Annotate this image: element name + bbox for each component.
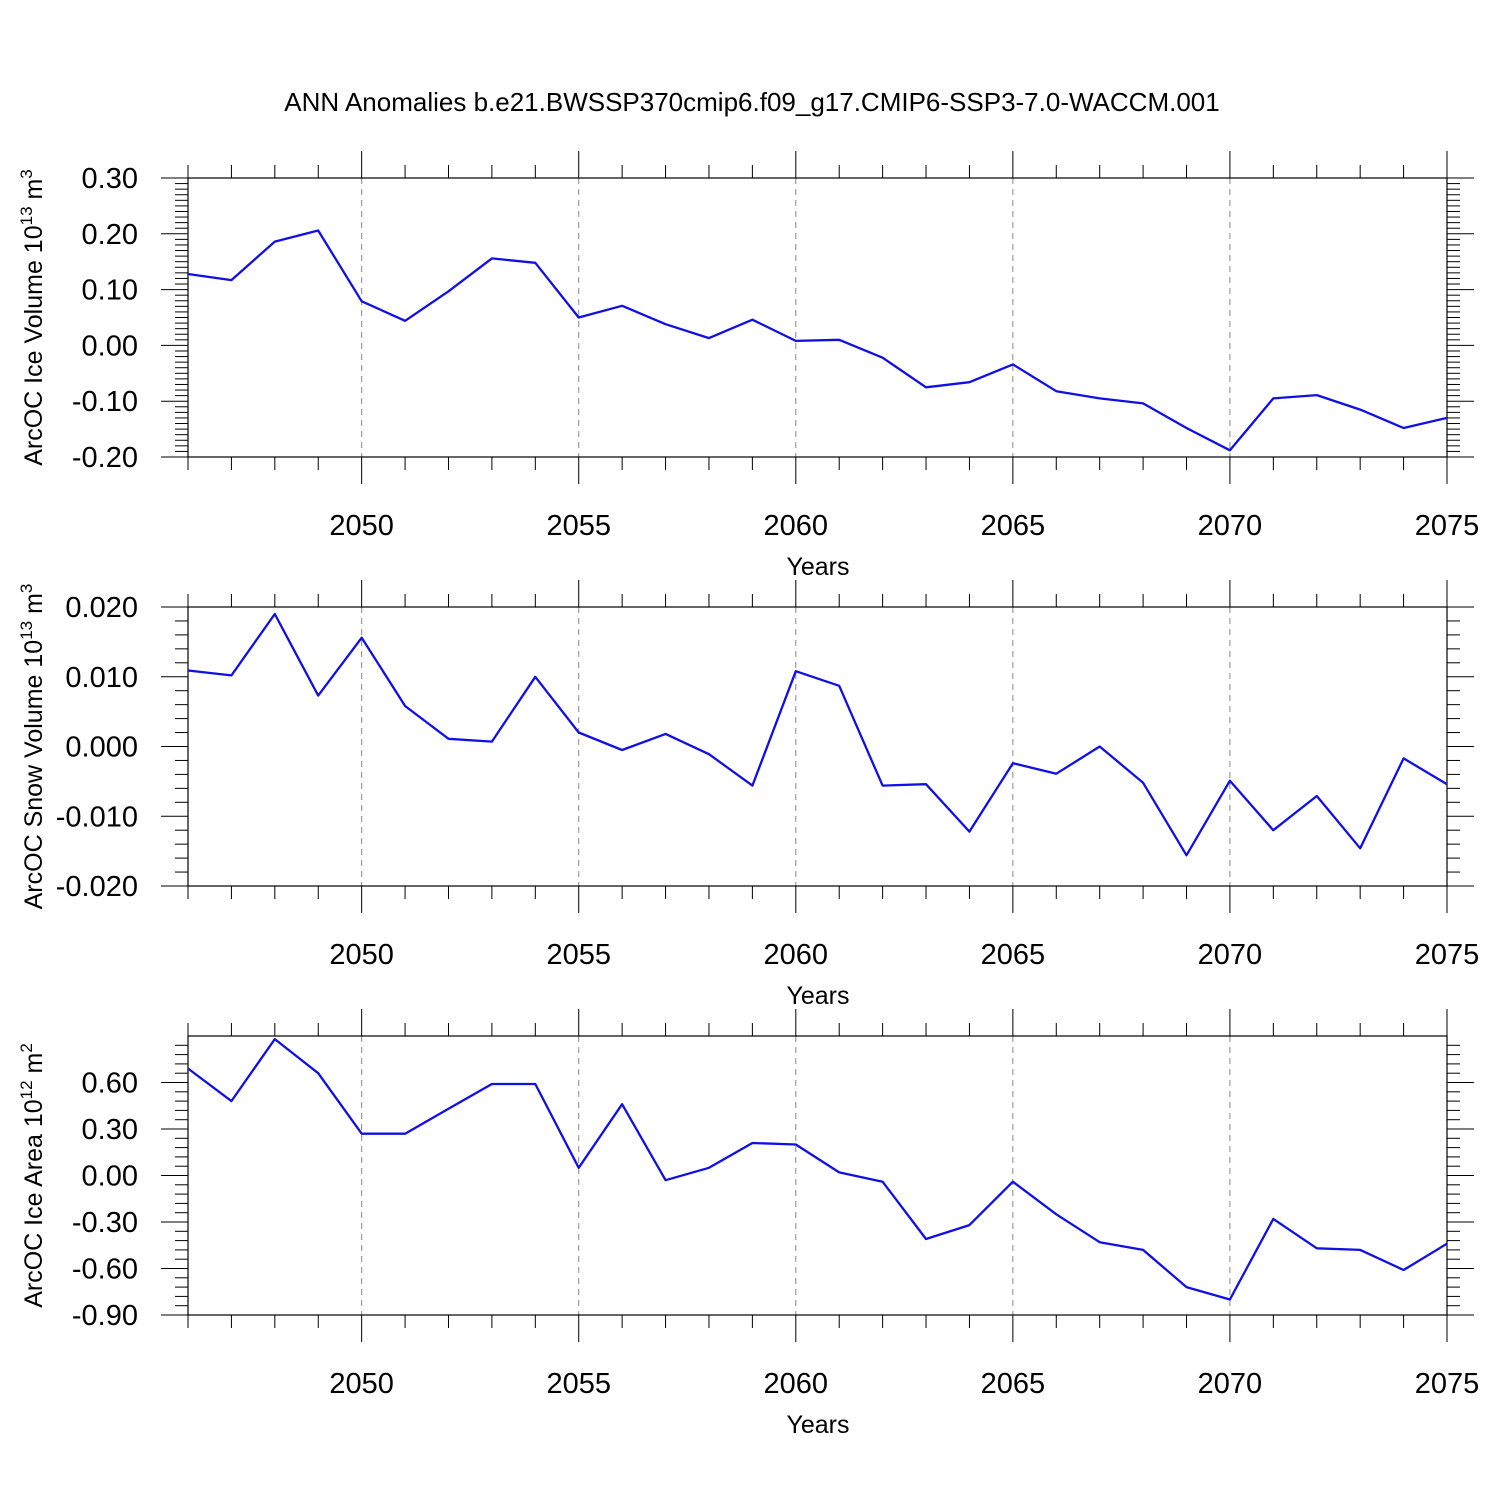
y-axis-label-exponent: 13 [17, 206, 36, 225]
y-axis-label-unit: m [20, 593, 48, 621]
y-tick-label: 0.020 [65, 592, 138, 624]
plot-frame [187, 606, 1448, 887]
x-tick-label: 2050 [329, 510, 394, 542]
x-tick-label: 2065 [981, 510, 1046, 542]
chart-title: ANN Anomalies b.e21.BWSSP370cmip6.f09_g1… [284, 87, 1219, 117]
series-line [187, 612, 1448, 857]
x-tick-label: 2060 [764, 510, 829, 542]
x-tick-label: 2065 [981, 1368, 1046, 1400]
x-tick-label: 2070 [1198, 1368, 1263, 1400]
y-tick-label: 0.20 [82, 219, 138, 251]
x-tick-label: 2060 [764, 1368, 829, 1400]
y-tick-label: -0.20 [72, 442, 138, 474]
plot-frame [187, 1035, 1448, 1316]
x-tick-label: 2060 [764, 939, 829, 971]
y-axis-label-unit-exponent: 2 [17, 1043, 36, 1052]
y-axis-label: ArcOC Snow Volume 1013 m3 [17, 584, 48, 910]
y-tick-label: 0.30 [82, 1114, 138, 1146]
x-axis-label: Years [786, 553, 849, 581]
y-axis-label-unit: m [20, 1053, 48, 1081]
y-tick-label: -0.60 [72, 1254, 138, 1286]
y-axis-label-main: ArcOC Ice Volume 10 [20, 225, 48, 465]
y-tick-label: 0.010 [65, 662, 138, 694]
y-tick-label: 0.000 [65, 732, 138, 764]
x-tick-label: 2065 [981, 939, 1046, 971]
y-tick-label: -0.010 [56, 801, 138, 833]
y-axis-label-unit-exponent: 3 [17, 169, 36, 178]
y-tick-label: 0.00 [82, 330, 138, 362]
series-line [187, 229, 1448, 452]
y-tick-label: -0.10 [72, 386, 138, 418]
y-axis-label-main: ArcOC Snow Volume 10 [20, 640, 48, 910]
x-tick-label: 2055 [546, 939, 611, 971]
x-tick-label: 2075 [1415, 1368, 1480, 1400]
x-axis-label: Years [786, 982, 849, 1010]
panel-3: 2050 2055 2060 2065 2070 2075 Years -0.90 -0.60 -… [17, 1009, 1479, 1439]
y-tick-label: -0.020 [56, 871, 138, 903]
y-tick-label: 0.60 [82, 1068, 138, 1100]
x-tick-label: 2055 [546, 1368, 611, 1400]
y-axis-label: ArcOC Ice Area 1012 m2 [17, 1043, 48, 1308]
x-tick-label: 2075 [1415, 939, 1480, 971]
panel-2: 2050 2055 2060 2065 2070 2075 Years -0.020 -0.01… [17, 580, 1479, 1010]
y-axis-label-exponent: 13 [17, 621, 36, 640]
x-tick-label: 2055 [546, 510, 611, 542]
y-axis-label-main: ArcOC Ice Area 10 [20, 1099, 48, 1307]
x-axis-label: Years [786, 1411, 849, 1439]
panel-1: 2050 2055 2060 2065 2070 2075 Years -0.20 -0.10 0… [17, 151, 1479, 581]
x-tick-label: 2070 [1198, 510, 1263, 542]
y-axis-label: ArcOC Ice Volume 1013 m3 [17, 169, 48, 466]
y-axis-label-unit: m [20, 179, 48, 207]
x-tick-label: 2070 [1198, 939, 1263, 971]
x-tick-label: 2050 [329, 939, 394, 971]
y-tick-label: 0.00 [82, 1161, 138, 1193]
y-axis-label-exponent: 12 [17, 1080, 36, 1099]
series-line [187, 1037, 1448, 1301]
y-tick-label: 0.10 [82, 275, 138, 307]
y-axis-label-unit-exponent: 3 [17, 584, 36, 593]
y-tick-label: -0.30 [72, 1207, 138, 1239]
x-tick-label: 2075 [1415, 510, 1480, 542]
x-tick-label: 2050 [329, 1368, 394, 1400]
y-tick-label: -0.90 [72, 1300, 138, 1332]
y-tick-label: 0.30 [82, 163, 138, 195]
